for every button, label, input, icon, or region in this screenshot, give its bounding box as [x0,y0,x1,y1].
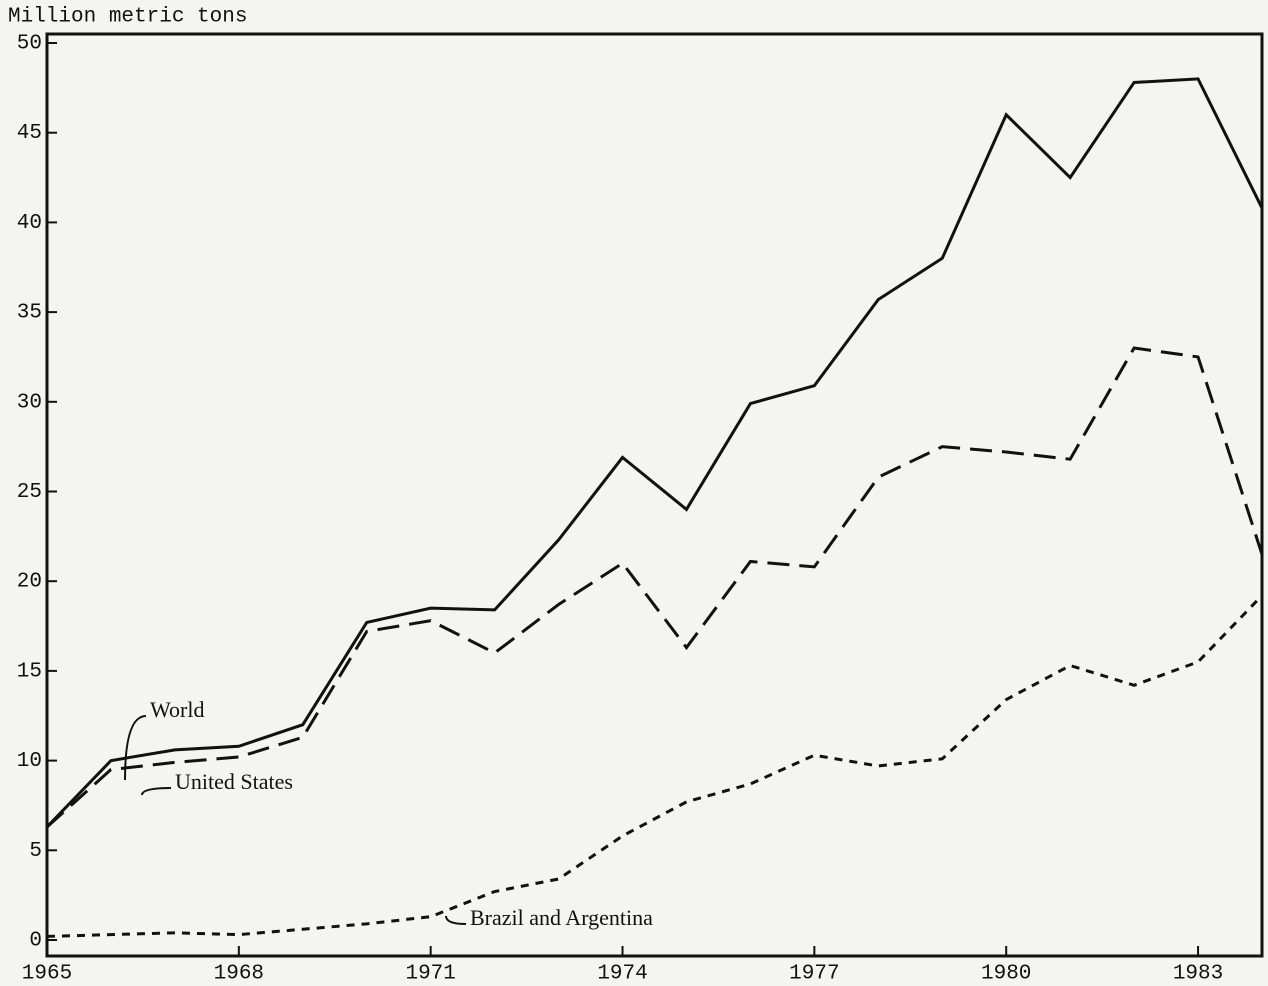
y-tick-label: 5 [29,840,42,863]
series-label: Brazil and Argentina [470,905,653,930]
y-tick-label: 50 [17,33,42,56]
x-tick-label: 1980 [981,963,1031,986]
y-axis-label: Million metric tons [8,6,247,29]
y-tick-label: 35 [17,302,42,325]
y-tick-label: 0 [29,930,42,953]
x-tick-label: 1965 [22,963,72,986]
annotation-arrow [141,787,172,796]
x-tick-label: 1974 [597,963,647,986]
y-tick-label: 25 [17,481,42,504]
y-tick-label: 45 [17,122,42,145]
x-tick-label: 1977 [789,963,839,986]
y-tick-label: 40 [17,212,42,235]
series-line [45,346,1264,829]
plot-frame [45,32,1264,958]
x-tick-label: 1968 [214,963,264,986]
y-tick-label: 20 [17,571,42,594]
x-tick-label: 1983 [1173,963,1223,986]
annotation-arrow [124,715,147,781]
series-label: United States [175,769,293,794]
annotation-arrow [445,915,467,925]
series-label: World [150,697,204,722]
x-tick-label: 1971 [405,963,455,986]
y-tick-label: 30 [17,391,42,414]
series-line [45,77,1264,829]
y-tick-label: 15 [17,660,42,683]
y-tick-label: 10 [17,750,42,773]
series-line [46,594,1264,938]
